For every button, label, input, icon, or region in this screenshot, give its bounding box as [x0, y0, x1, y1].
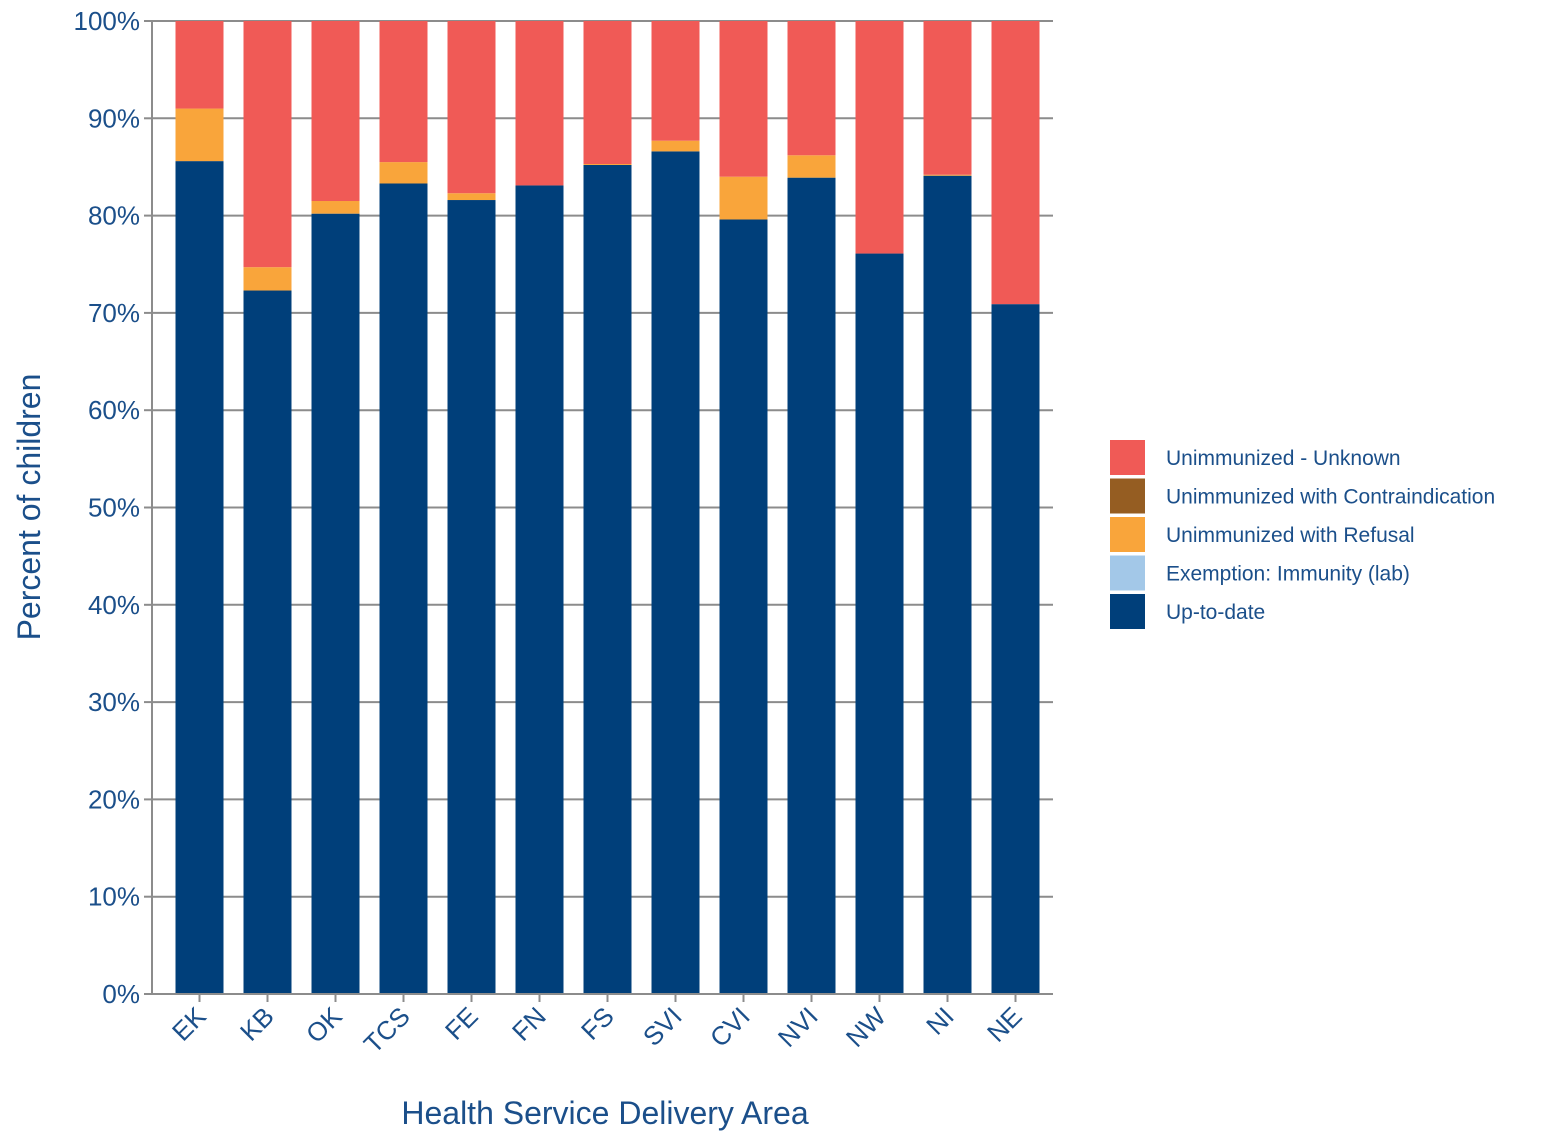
- legend-swatch: [1110, 555, 1145, 591]
- x-tick-label: FE: [439, 1001, 484, 1046]
- x-tick-label: NW: [840, 1001, 892, 1053]
- y-tick-label: 70%: [88, 298, 140, 328]
- legend-swatch: [1110, 517, 1145, 552]
- bar-stack-kb: [243, 21, 292, 994]
- bar-segment-unimmunized-unknown: [651, 21, 700, 141]
- x-axis-title: Health Service Delivery Area: [401, 1095, 808, 1131]
- bar-segment-up-to-date: [651, 151, 700, 994]
- x-tick-label: NI: [920, 1001, 960, 1041]
- bar-segment-unimmunized-unknown: [515, 21, 564, 186]
- bar-stack-fe: [447, 21, 496, 995]
- bar-segment-unimmunized-with-refusal: [175, 108, 224, 162]
- y-tick-label: 60%: [88, 395, 140, 425]
- y-tick-label: 50%: [88, 493, 140, 523]
- y-tick-label: 40%: [88, 590, 140, 620]
- bar-segment-unimmunized-unknown: [923, 21, 972, 175]
- bar-segment-unimmunized-unknown: [855, 21, 904, 254]
- legend-swatch: [1110, 440, 1145, 475]
- bar-segment-unimmunized-unknown: [311, 21, 360, 202]
- legend-label: Unimmunized with Contraindication: [1166, 486, 1495, 509]
- y-tick-label: 0%: [102, 979, 140, 1009]
- legend-swatch: [1110, 478, 1145, 514]
- bar-stack-ek: [175, 21, 224, 994]
- bar-segment-unimmunized-unknown: [175, 21, 224, 109]
- x-axis-ticks: EK KB OK TCS FE FN FS SVI CVI NVI NW NI NE: [166, 994, 1028, 1059]
- legend-item: Unimmunized - Unknown: [1110, 440, 1401, 475]
- bar-segment-unimmunized-unknown: [991, 21, 1040, 305]
- bar-segment-unimmunized-with-refusal: [651, 140, 700, 152]
- bar-segment-up-to-date: [175, 161, 224, 994]
- legend-item: Up-to-date: [1110, 594, 1265, 629]
- bar-segment-unimmunized-with-refusal: [379, 162, 428, 184]
- bar-segment-unimmunized-with-refusal: [719, 176, 768, 220]
- legend-item: Unimmunized with Contraindication: [1110, 478, 1495, 514]
- bar-segment-up-to-date: [447, 200, 496, 995]
- bar-segment-up-to-date: [719, 219, 768, 994]
- x-tick-label: FS: [575, 1001, 620, 1046]
- y-tick-label: 100%: [74, 6, 141, 36]
- legend: Unimmunized - Unknown Unimmunized with Co…: [1110, 440, 1495, 629]
- bar-stack-ne: [991, 21, 1040, 994]
- bar-segment-unimmunized-with-refusal: [923, 174, 972, 176]
- y-tick-label: 80%: [88, 201, 140, 231]
- bar-segment-up-to-date: [923, 175, 972, 994]
- bar-segment-up-to-date: [583, 165, 632, 994]
- bar-segment-unimmunized-unknown: [379, 21, 428, 163]
- bar-segment-up-to-date: [787, 177, 836, 994]
- y-axis-title: Percent of children: [11, 374, 47, 641]
- bar-segment-up-to-date: [991, 304, 1040, 994]
- bar-stack-ok: [311, 21, 360, 995]
- bar-segment-unimmunized-with-refusal: [311, 201, 360, 214]
- bar-segment-unimmunized-with-refusal: [243, 267, 292, 291]
- bar-segment-unimmunized-unknown: [719, 21, 768, 177]
- y-axis-ticks: 0% 10% 20% 30% 40% 50% 60% 70% 80% 90% 100%: [74, 6, 152, 1009]
- y-tick-label: 30%: [88, 687, 140, 717]
- bar-stack-fn: [515, 21, 564, 994]
- y-tick-label: 10%: [88, 882, 140, 912]
- legend-item: Unimmunized with Refusal: [1110, 517, 1415, 552]
- bar-segment-unimmunized-with-refusal: [787, 155, 836, 178]
- legend-label: Unimmunized - Unknown: [1166, 447, 1401, 470]
- bar-stack-fs: [583, 21, 632, 994]
- x-tick-label: NE: [981, 1001, 1028, 1048]
- bar-segment-up-to-date: [379, 183, 428, 995]
- bar-segment-unimmunized-unknown: [787, 21, 836, 156]
- x-tick-label: NVI: [772, 1001, 824, 1053]
- x-tick-label: KB: [234, 1001, 280, 1047]
- legend-swatch: [1110, 594, 1145, 629]
- bar-stack-svi: [651, 21, 700, 994]
- bar-segment-unimmunized-unknown: [583, 21, 632, 165]
- bar-segment-up-to-date: [855, 253, 904, 994]
- bar-segment-unimmunized-unknown: [243, 21, 292, 268]
- bar-stack-nw: [855, 21, 904, 994]
- bar-segment-unimmunized-with-refusal: [583, 164, 632, 166]
- bar-stack-ni: [923, 21, 972, 994]
- bar-stack-nvi: [787, 21, 836, 994]
- y-tick-label: 20%: [88, 784, 140, 814]
- x-tick-label: OK: [300, 1001, 348, 1049]
- legend-label: Up-to-date: [1166, 601, 1265, 624]
- bar-segment-unimmunized-with-refusal: [447, 193, 496, 201]
- legend-label: Unimmunized with Refusal: [1166, 524, 1415, 547]
- bar-segment-up-to-date: [311, 213, 360, 995]
- x-tick-label: EK: [166, 1001, 212, 1047]
- bar-stack-tcs: [379, 21, 428, 995]
- x-tick-label: FN: [506, 1001, 552, 1047]
- x-tick-label: TCS: [358, 1001, 416, 1059]
- x-tick-label: CVI: [704, 1001, 756, 1053]
- bar-segment-unimmunized-unknown: [447, 21, 496, 194]
- bar-segment-up-to-date: [243, 290, 292, 994]
- bar-segment-up-to-date: [515, 185, 564, 994]
- bars: [175, 21, 1040, 995]
- legend-label: Exemption: Immunity (lab): [1166, 563, 1410, 586]
- y-tick-label: 90%: [88, 103, 140, 133]
- legend-item: Exemption: Immunity (lab): [1110, 555, 1410, 591]
- x-tick-label: SVI: [637, 1001, 688, 1052]
- bar-stack-cvi: [719, 21, 768, 994]
